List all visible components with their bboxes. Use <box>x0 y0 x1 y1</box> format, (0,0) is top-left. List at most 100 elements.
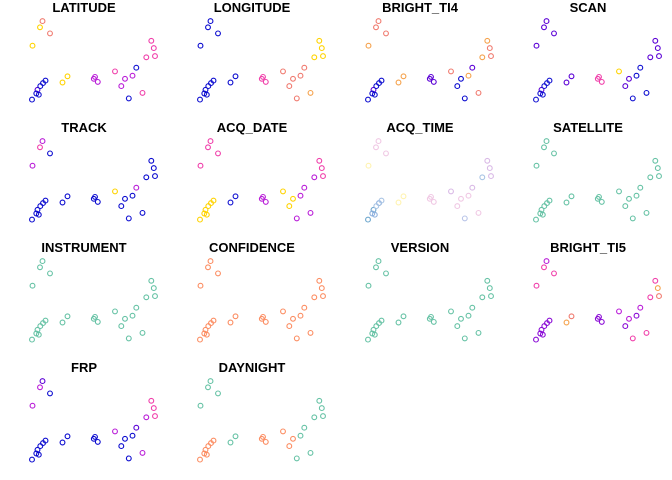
data-point <box>129 312 136 319</box>
data-point <box>129 192 136 199</box>
data-point <box>475 209 482 216</box>
data-point <box>139 329 146 336</box>
data-point <box>150 285 157 292</box>
data-point <box>133 424 140 431</box>
data-point <box>541 203 548 210</box>
data-point <box>533 336 539 343</box>
data-point <box>143 414 150 421</box>
data-point <box>652 157 659 164</box>
data-point <box>227 439 234 446</box>
data-point <box>311 54 318 61</box>
panel-title: TRACK <box>61 120 107 135</box>
data-point <box>378 197 385 204</box>
data-point <box>94 198 101 205</box>
data-point <box>395 199 402 206</box>
data-point <box>47 150 53 157</box>
data-point <box>205 443 212 450</box>
data-point <box>365 42 372 49</box>
data-point <box>656 293 662 300</box>
data-point <box>90 315 97 322</box>
data-point <box>469 304 476 311</box>
data-point <box>373 144 379 151</box>
data-point <box>205 203 212 210</box>
data-point <box>537 90 544 97</box>
panel-title: CONFIDENCE <box>209 240 295 255</box>
data-point <box>643 329 650 336</box>
panel-track: TRACK <box>29 120 158 223</box>
panel-title: INSTRUMENT <box>41 240 126 255</box>
data-point <box>551 150 557 157</box>
data-point <box>293 95 300 102</box>
data-point <box>112 428 118 435</box>
data-point <box>94 78 101 85</box>
data-point <box>594 195 601 202</box>
data-point <box>232 73 239 80</box>
data-point <box>197 336 203 343</box>
data-point <box>465 312 472 319</box>
data-point <box>454 203 461 210</box>
data-point <box>647 54 654 61</box>
panel-latitude: LATITUDE <box>29 0 158 103</box>
data-point <box>90 195 97 202</box>
data-point <box>626 315 632 322</box>
panel-confidence: CONFIDENCE <box>197 240 326 343</box>
panel-title: LATITUDE <box>52 0 116 15</box>
data-point <box>301 64 308 71</box>
data-point <box>290 435 296 442</box>
panel-daynight: DAYNIGHT <box>197 360 326 463</box>
data-point <box>29 336 35 343</box>
data-point <box>533 216 539 223</box>
data-point <box>365 282 372 289</box>
data-point <box>598 78 605 85</box>
data-point <box>47 270 53 277</box>
data-point <box>541 264 547 271</box>
data-point <box>47 30 53 37</box>
data-point <box>484 37 491 44</box>
data-point <box>616 188 622 195</box>
data-point <box>301 424 308 431</box>
data-point <box>541 323 548 330</box>
panel-longitude: LONGITUDE <box>197 0 326 103</box>
data-point <box>458 75 464 82</box>
data-point <box>383 30 389 37</box>
data-point <box>37 323 44 330</box>
data-point <box>293 215 300 222</box>
data-point <box>543 258 550 265</box>
data-point <box>122 315 128 322</box>
data-point <box>29 216 35 223</box>
data-point <box>201 90 208 97</box>
data-point <box>616 68 622 75</box>
data-point <box>143 174 150 181</box>
data-point <box>318 285 325 292</box>
data-point <box>148 157 155 164</box>
data-point <box>29 456 35 463</box>
data-point <box>133 64 140 71</box>
data-point <box>311 174 318 181</box>
data-point <box>33 330 40 337</box>
data-point <box>125 455 132 462</box>
data-point <box>258 435 265 442</box>
data-point <box>150 165 157 172</box>
data-point <box>647 174 654 181</box>
data-point <box>122 435 128 442</box>
data-point <box>541 144 547 151</box>
data-point <box>461 215 468 222</box>
data-point <box>533 162 540 169</box>
data-point <box>633 312 640 319</box>
data-point <box>307 449 314 456</box>
data-point <box>207 138 214 145</box>
data-point <box>64 313 71 320</box>
data-point <box>373 83 380 90</box>
data-point <box>94 438 101 445</box>
data-point <box>458 195 464 202</box>
data-point <box>563 79 570 86</box>
data-point <box>112 68 118 75</box>
data-point <box>316 157 323 164</box>
data-point <box>197 402 204 409</box>
data-point <box>479 294 486 301</box>
data-point <box>318 45 325 52</box>
data-point <box>594 315 601 322</box>
data-point <box>152 53 158 60</box>
data-point <box>29 96 35 103</box>
data-point <box>280 308 286 315</box>
